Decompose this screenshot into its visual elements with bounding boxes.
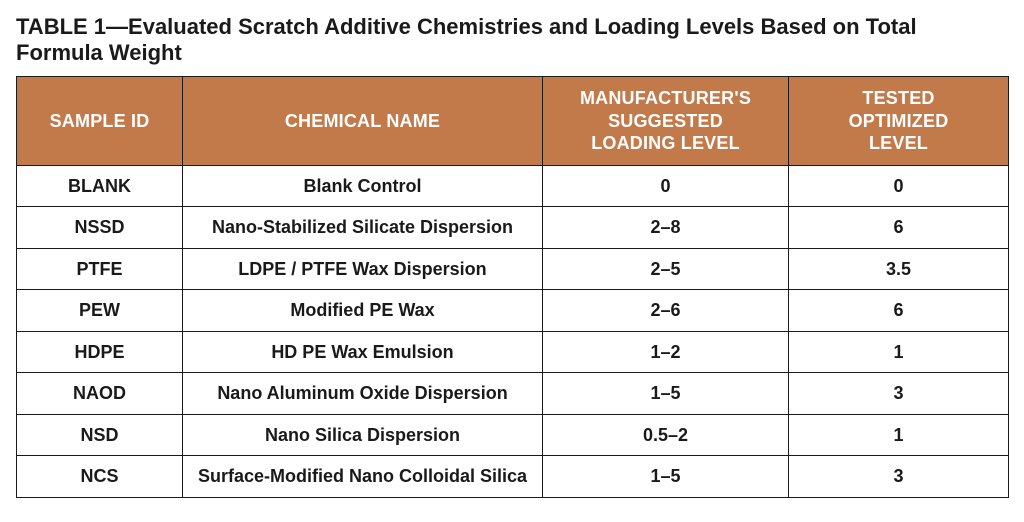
cell-opt-level: 3.5	[789, 248, 1009, 290]
cell-opt-level: 1	[789, 414, 1009, 456]
table-row: HDPE HD PE Wax Emulsion 1–2 1	[17, 331, 1009, 373]
cell-opt-level: 1	[789, 331, 1009, 373]
cell-sample-id: NSSD	[17, 207, 183, 249]
cell-chemical-name: Nano-Stabilized Silicate Dispersion	[183, 207, 543, 249]
cell-mfg-level: 1–5	[543, 456, 789, 498]
table-header-row: SAMPLE ID CHEMICAL NAME MANUFACTURER'SSU…	[17, 77, 1009, 166]
cell-mfg-level: 0.5–2	[543, 414, 789, 456]
cell-mfg-level: 1–2	[543, 331, 789, 373]
table-row: PTFE LDPE / PTFE Wax Dispersion 2–5 3.5	[17, 248, 1009, 290]
col-header-sample-id: SAMPLE ID	[17, 77, 183, 166]
cell-sample-id: PTFE	[17, 248, 183, 290]
cell-chemical-name: Nano Silica Dispersion	[183, 414, 543, 456]
table-row: BLANK Blank Control 0 0	[17, 165, 1009, 207]
cell-chemical-name: Modified PE Wax	[183, 290, 543, 332]
cell-opt-level: 0	[789, 165, 1009, 207]
cell-opt-level: 6	[789, 290, 1009, 332]
cell-sample-id: NAOD	[17, 373, 183, 415]
cell-chemical-name: Blank Control	[183, 165, 543, 207]
table-title: TABLE 1—Evaluated Scratch Additive Chemi…	[16, 14, 1008, 66]
cell-chemical-name: Surface-Modified Nano Colloidal Silica	[183, 456, 543, 498]
table-row: PEW Modified PE Wax 2–6 6	[17, 290, 1009, 332]
cell-sample-id: NSD	[17, 414, 183, 456]
cell-mfg-level: 2–5	[543, 248, 789, 290]
table-row: NSD Nano Silica Dispersion 0.5–2 1	[17, 414, 1009, 456]
cell-sample-id: BLANK	[17, 165, 183, 207]
table-row: NCS Surface-Modified Nano Colloidal Sili…	[17, 456, 1009, 498]
cell-mfg-level: 2–6	[543, 290, 789, 332]
cell-chemical-name: HD PE Wax Emulsion	[183, 331, 543, 373]
cell-mfg-level: 0	[543, 165, 789, 207]
cell-mfg-level: 2–8	[543, 207, 789, 249]
cell-opt-level: 3	[789, 456, 1009, 498]
cell-mfg-level: 1–5	[543, 373, 789, 415]
additives-table: SAMPLE ID CHEMICAL NAME MANUFACTURER'SSU…	[16, 76, 1009, 498]
col-header-opt-level: TESTEDOPTIMIZEDLEVEL	[789, 77, 1009, 166]
cell-sample-id: HDPE	[17, 331, 183, 373]
cell-opt-level: 6	[789, 207, 1009, 249]
cell-opt-level: 3	[789, 373, 1009, 415]
col-header-chemical-name: CHEMICAL NAME	[183, 77, 543, 166]
cell-sample-id: NCS	[17, 456, 183, 498]
cell-chemical-name: Nano Aluminum Oxide Dispersion	[183, 373, 543, 415]
col-header-mfg-level: MANUFACTURER'SSUGGESTEDLOADING LEVEL	[543, 77, 789, 166]
cell-chemical-name: LDPE / PTFE Wax Dispersion	[183, 248, 543, 290]
cell-sample-id: PEW	[17, 290, 183, 332]
table-row: NAOD Nano Aluminum Oxide Dispersion 1–5 …	[17, 373, 1009, 415]
table-row: NSSD Nano-Stabilized Silicate Dispersion…	[17, 207, 1009, 249]
